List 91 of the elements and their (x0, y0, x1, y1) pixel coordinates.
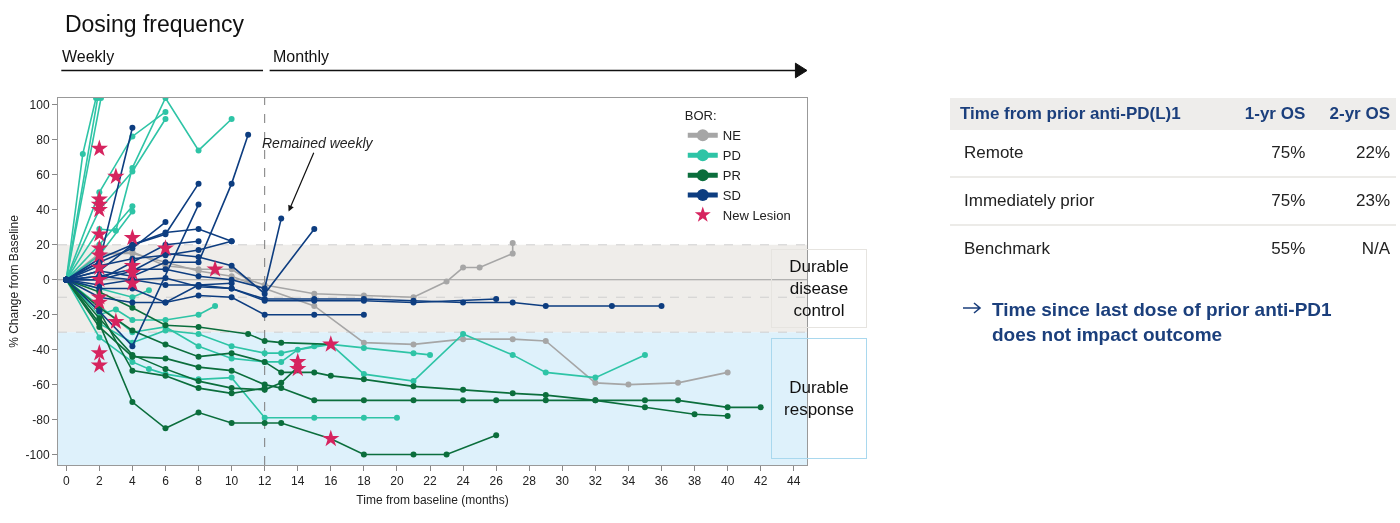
point (156, 239, 175, 256)
data-label: 75% (1226, 130, 1312, 177)
point (123, 228, 142, 246)
point (107, 167, 125, 184)
point (443, 278, 450, 285)
y-tick-label: 40 (36, 203, 50, 218)
text: 1-yr OS (1226, 98, 1312, 130)
point (90, 270, 108, 288)
x-tick-label: 16 (324, 474, 338, 489)
y-tick-label: -60 (32, 377, 50, 392)
legend-label: New Lesion (722, 208, 791, 224)
legend-title: BOR: (684, 108, 717, 124)
chart-title: Dosing frequency (64, 10, 245, 37)
point (322, 335, 340, 352)
y-tick-label: -40 (32, 342, 50, 357)
x-tick-label: 34 (621, 474, 636, 489)
point (509, 240, 516, 247)
text: Monthly (273, 48, 330, 65)
x-tick-label: 4 (129, 474, 137, 489)
point (90, 258, 108, 275)
y-tick-label: -20 (32, 307, 50, 322)
x-tick-label: 0 (62, 474, 70, 489)
point (675, 379, 682, 386)
point (724, 369, 731, 376)
point (90, 139, 108, 157)
x-tick-label: 28 (522, 474, 537, 489)
y-tick-label: 100 (29, 98, 50, 113)
y-tick-label: 20 (36, 238, 50, 252)
point (90, 225, 108, 242)
point (509, 250, 516, 257)
x-tick-label: 30 (555, 474, 570, 489)
point (460, 264, 467, 271)
text: Time since last dose of prior anti-PD1 does not impact outcome (992, 298, 1333, 347)
data-label: 75% (1226, 177, 1312, 225)
x-tick-label: 6 (162, 474, 170, 489)
legend-label: SD (722, 188, 741, 204)
category-label: Benchmark (963, 238, 1051, 260)
x-tick-label: 18 (357, 474, 371, 489)
x-tick-label: 22 (423, 474, 438, 489)
point (90, 344, 108, 361)
annotation: Remained weekly (262, 135, 374, 151)
point (311, 302, 318, 309)
y-tick-label: 80 (36, 133, 50, 148)
legend-label: 2-yr OS (1311, 98, 1396, 130)
category-label: Remote (950, 130, 1227, 177)
y-tick-label: -80 (32, 412, 50, 427)
point (625, 381, 632, 388)
x-tick-label: 20 (390, 474, 404, 489)
point (542, 337, 549, 344)
legend-label: NE (722, 128, 742, 144)
band-label: Durable disease control (789, 256, 849, 321)
point (360, 339, 367, 346)
point (123, 274, 142, 291)
x-axis-title: Time from baseline (months) (356, 493, 509, 508)
data-label: 23% (1311, 177, 1396, 225)
point (206, 260, 224, 277)
legend-label: PR (722, 168, 741, 184)
x-tick-label: 14 (291, 474, 305, 489)
y-axis-title: % Change from Baseline (6, 214, 21, 348)
point (460, 336, 467, 343)
x-tick-label: 42 (754, 474, 768, 489)
x-tick-label: 8 (195, 474, 203, 489)
data-label: N/A (1360, 238, 1391, 260)
band-label: Durable response (784, 378, 854, 420)
x-tick-label: 38 (687, 474, 702, 489)
point (322, 429, 340, 447)
category-label: Immediately prior (950, 177, 1227, 225)
legend-label: PD (722, 148, 741, 164)
point (90, 356, 108, 373)
text: Weekly (62, 48, 115, 65)
x-tick-label: 32 (588, 474, 603, 489)
x-tick-label: 24 (456, 474, 471, 489)
x-tick-label: 2 (96, 474, 103, 489)
x-tick-label: 10 (224, 474, 239, 489)
point (107, 312, 125, 330)
point (410, 341, 417, 348)
data-label: 55% (1270, 238, 1307, 260)
point (592, 379, 599, 386)
x-tick-label: 40 (720, 474, 735, 489)
y-tick-label: 60 (36, 168, 50, 183)
x-tick-label: 44 (787, 474, 801, 489)
point (509, 336, 516, 343)
x-tick-label: 36 (654, 474, 669, 489)
point (311, 290, 318, 297)
y-tick-label: -100 (25, 447, 50, 462)
data-label: 22% (1311, 130, 1396, 177)
y-tick-label: 0 (42, 272, 50, 287)
point (476, 264, 483, 271)
x-tick-label: 26 (489, 474, 504, 489)
text: Time from prior anti-PD(L)1 (950, 98, 1227, 130)
x-tick-label: 12 (258, 474, 272, 489)
